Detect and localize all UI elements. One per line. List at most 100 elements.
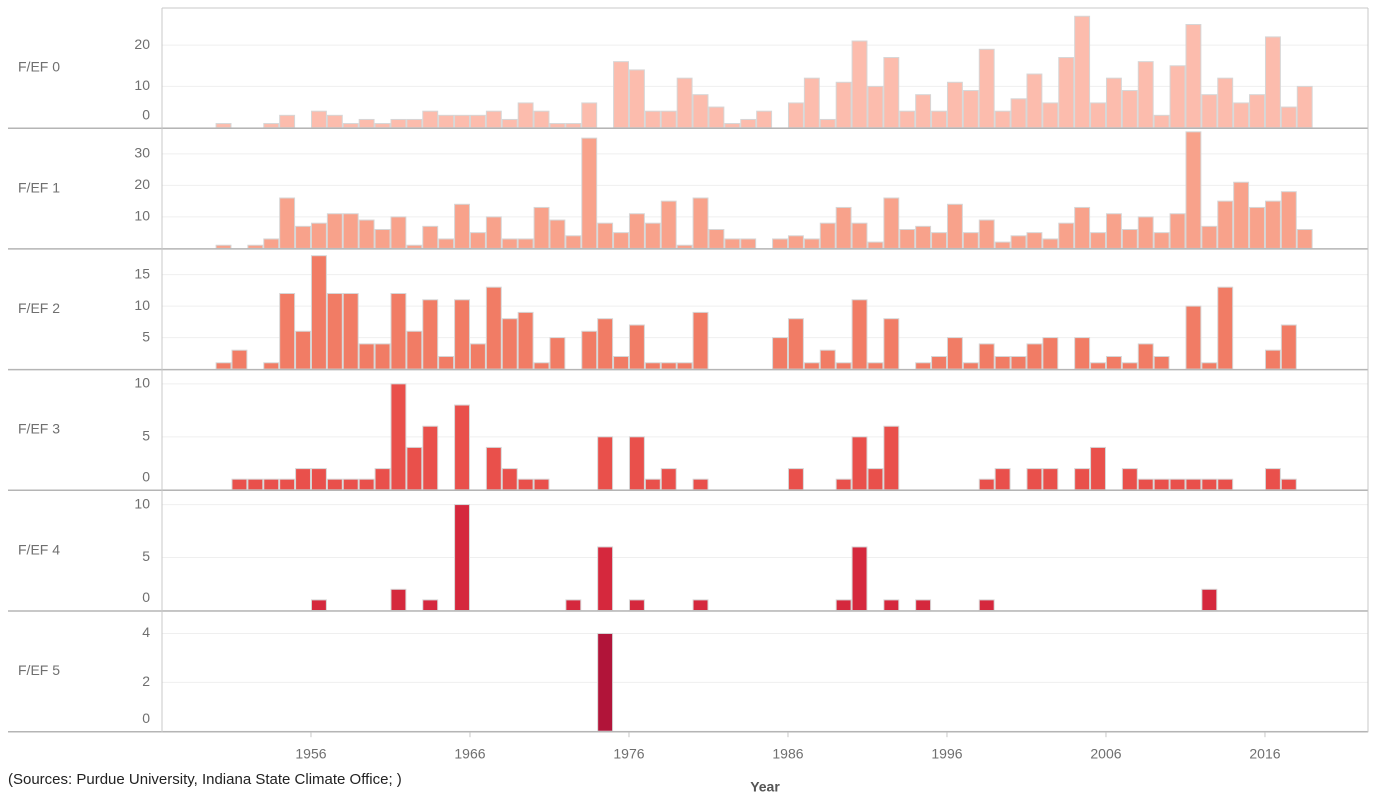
bar	[692, 478, 709, 491]
y-tick-label: 10	[134, 375, 150, 391]
bar	[390, 216, 407, 249]
bar	[787, 318, 804, 370]
bar	[1090, 362, 1106, 370]
bar	[867, 362, 884, 370]
bar	[422, 225, 439, 249]
bar	[644, 362, 661, 370]
bar	[1233, 102, 1250, 129]
bar	[835, 206, 852, 249]
bar	[533, 206, 550, 249]
bar	[994, 241, 1011, 249]
bar	[422, 599, 439, 612]
bar	[390, 293, 407, 370]
x-tick-label: 1986	[772, 746, 803, 762]
bar	[358, 478, 375, 491]
bar	[1153, 356, 1170, 370]
bar	[1201, 362, 1218, 370]
bar	[469, 232, 486, 249]
bar	[1137, 61, 1154, 129]
bar	[485, 216, 502, 249]
bar	[1296, 85, 1313, 129]
bar	[501, 238, 518, 249]
bar	[1074, 468, 1091, 491]
bar	[962, 232, 979, 249]
x-tick-label: 1996	[931, 746, 962, 762]
bar	[485, 286, 502, 370]
bar	[1137, 216, 1154, 249]
bar	[676, 362, 693, 370]
bar	[1042, 468, 1059, 491]
bar	[994, 468, 1011, 491]
bar	[279, 197, 296, 249]
bar	[1185, 24, 1202, 129]
bar	[422, 425, 439, 491]
bar	[819, 349, 836, 370]
bar	[1185, 305, 1202, 370]
y-tick-label: 10	[134, 208, 150, 224]
bar	[756, 110, 773, 129]
bar	[1185, 131, 1202, 249]
bar	[819, 118, 836, 129]
y-tick-label: 0	[142, 710, 150, 726]
bar	[962, 90, 979, 129]
bar	[549, 219, 566, 249]
bar	[1280, 478, 1297, 491]
bar	[787, 468, 804, 491]
bar	[644, 478, 661, 491]
bar	[1249, 94, 1265, 129]
bar	[247, 478, 264, 491]
bar	[915, 94, 932, 129]
bar	[867, 85, 884, 129]
bar	[994, 356, 1011, 370]
bar	[438, 238, 455, 249]
bar	[660, 200, 677, 249]
bar	[326, 114, 343, 129]
bar	[931, 356, 947, 370]
bar	[597, 222, 614, 249]
bar	[374, 229, 391, 249]
bar	[883, 318, 900, 370]
y-tick-label: 5	[142, 548, 150, 564]
bar	[931, 110, 947, 129]
bar	[1042, 337, 1059, 370]
bar	[835, 599, 852, 612]
bar	[1264, 349, 1281, 370]
bar	[517, 102, 534, 129]
x-tick-label: 2016	[1249, 746, 1280, 762]
bar	[279, 114, 296, 129]
bar	[406, 118, 423, 129]
bar	[342, 123, 359, 129]
facet-label: F/EF 1	[18, 179, 60, 195]
bar	[1169, 65, 1186, 129]
bar	[295, 225, 311, 249]
bar	[422, 110, 439, 129]
facet-label: F/EF 5	[18, 662, 60, 678]
bar	[1105, 356, 1122, 370]
bar	[628, 69, 645, 129]
bar	[374, 468, 391, 491]
facet-label: F/EF 2	[18, 300, 60, 316]
bar	[915, 599, 932, 612]
bar	[517, 478, 534, 491]
bar	[962, 362, 979, 370]
bar	[1217, 478, 1234, 491]
bar	[692, 599, 709, 612]
bar	[247, 244, 264, 249]
bar	[390, 588, 407, 611]
bar	[772, 238, 788, 249]
bar	[406, 446, 423, 491]
bar	[692, 94, 709, 129]
bar	[803, 77, 820, 129]
bar	[613, 232, 629, 249]
bar	[358, 343, 375, 370]
bar	[819, 222, 836, 249]
bar	[978, 599, 995, 612]
bar	[1121, 90, 1138, 129]
bar	[342, 213, 359, 249]
bar	[454, 203, 470, 249]
bar	[1010, 98, 1027, 129]
bar	[1153, 114, 1170, 129]
bar	[1074, 206, 1091, 249]
bar	[597, 436, 614, 491]
bar	[374, 343, 391, 370]
